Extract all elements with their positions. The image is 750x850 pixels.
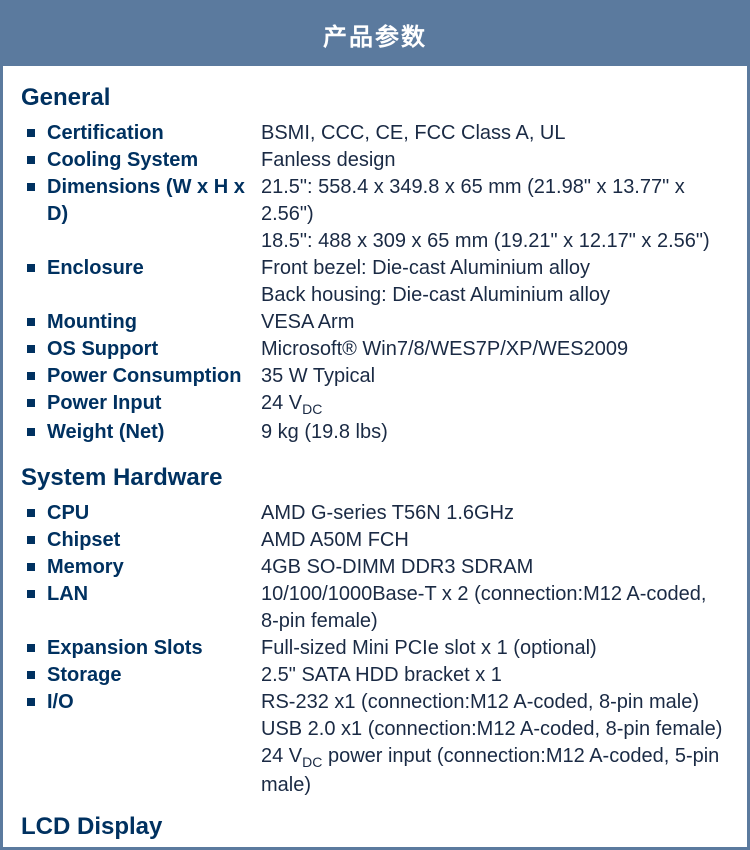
bullet-icon: [27, 264, 35, 272]
bullet-icon: [27, 590, 35, 598]
spec-value: 4GB SO-DIMM DDR3 SDRAM: [261, 554, 729, 581]
bullet-icon: [27, 345, 35, 353]
spec-label: Power Consumption: [47, 363, 261, 390]
spec-label: LAN: [47, 581, 261, 608]
spec-row: OS Support Microsoft® Win7/8/WES7P/XP/WE…: [21, 336, 729, 363]
spec-row: Expansion Slots Full-sized Mini PCIe slo…: [21, 635, 729, 662]
spec-value: Fanless design: [261, 147, 729, 174]
spec-label: I/O: [47, 689, 261, 716]
spec-value: Front bezel: Die-cast Aluminium alloy Ba…: [261, 255, 729, 309]
spec-row: I/O RS-232 x1 (connection:M12 A-coded, 8…: [21, 689, 729, 799]
spec-value: 9 kg (19.8 lbs): [261, 419, 729, 446]
header-title: 产品参数: [3, 3, 747, 66]
spec-row: Storage 2.5" SATA HDD bracket x 1: [21, 662, 729, 689]
spec-label: Chipset: [47, 527, 261, 554]
spec-label: Memory: [47, 554, 261, 581]
spec-value: 21.5": 558.4 x 349.8 x 65 mm (21.98" x 1…: [261, 174, 729, 255]
spec-value: Full-sized Mini PCIe slot x 1 (optional): [261, 635, 729, 662]
spec-row: LAN 10/100/1000Base-T x 2 (connection:M1…: [21, 581, 729, 635]
spec-value: 2.5" SATA HDD bracket x 1: [261, 662, 729, 689]
spec-row: Certification BSMI, CCC, CE, FCC Class A…: [21, 120, 729, 147]
spec-row: Power Input 24 VDC: [21, 390, 729, 419]
bullet-icon: [27, 399, 35, 407]
spec-row: Mounting VESA Arm: [21, 309, 729, 336]
spec-value: 10/100/1000Base-T x 2 (connection:M12 A-…: [261, 581, 729, 635]
section-lcd-title: LCD Display: [21, 813, 729, 841]
spec-label: CPU: [47, 500, 261, 527]
bullet-icon: [27, 183, 35, 191]
spec-row: Dimensions (W x H x D) 21.5": 558.4 x 34…: [21, 174, 729, 255]
bullet-icon: [27, 372, 35, 380]
spec-row: Memory 4GB SO-DIMM DDR3 SDRAM: [21, 554, 729, 581]
bullet-icon: [27, 509, 35, 517]
spec-value: Microsoft® Win7/8/WES7P/XP/WES2009: [261, 336, 729, 363]
spec-value: RS-232 x1 (connection:M12 A-coded, 8-pin…: [261, 689, 729, 799]
spec-value: AMD A50M FCH: [261, 527, 729, 554]
section-hardware-title: System Hardware: [21, 464, 729, 492]
spec-label: Expansion Slots: [47, 635, 261, 662]
spec-value: 24 VDC: [261, 390, 729, 419]
spec-label: Cooling System: [47, 147, 261, 174]
spec-label: Certification: [47, 120, 261, 147]
spec-value: BSMI, CCC, CE, FCC Class A, UL: [261, 120, 729, 147]
bullet-icon: [27, 644, 35, 652]
bullet-icon: [27, 428, 35, 436]
spec-row: Cooling System Fanless design: [21, 147, 729, 174]
spec-row: Enclosure Front bezel: Die-cast Aluminiu…: [21, 255, 729, 309]
spec-label: Weight (Net): [47, 419, 261, 446]
bullet-icon: [27, 698, 35, 706]
spec-label: Power Input: [47, 390, 261, 417]
bullet-icon: [27, 563, 35, 571]
spec-row: Chipset AMD A50M FCH: [21, 527, 729, 554]
bullet-icon: [27, 129, 35, 137]
bullet-icon: [27, 318, 35, 326]
bullet-icon: [27, 671, 35, 679]
spec-label: Enclosure: [47, 255, 261, 282]
spec-row: Weight (Net) 9 kg (19.8 lbs): [21, 419, 729, 446]
spec-label: Mounting: [47, 309, 261, 336]
spec-value: VESA Arm: [261, 309, 729, 336]
spec-label: Storage: [47, 662, 261, 689]
spec-label: Dimensions (W x H x D): [47, 174, 261, 228]
spec-label: OS Support: [47, 336, 261, 363]
spec-row: Power Consumption 35 W Typical: [21, 363, 729, 390]
content: General Certification BSMI, CCC, CE, FCC…: [3, 66, 747, 847]
section-general-title: General: [21, 84, 729, 112]
bullet-icon: [27, 156, 35, 164]
bullet-icon: [27, 536, 35, 544]
spec-sheet: 产品参数 General Certification BSMI, CCC, CE…: [0, 0, 750, 850]
spec-value: AMD G-series T56N 1.6GHz: [261, 500, 729, 527]
spec-row: CPU AMD G-series T56N 1.6GHz: [21, 500, 729, 527]
spec-value: 35 W Typical: [261, 363, 729, 390]
